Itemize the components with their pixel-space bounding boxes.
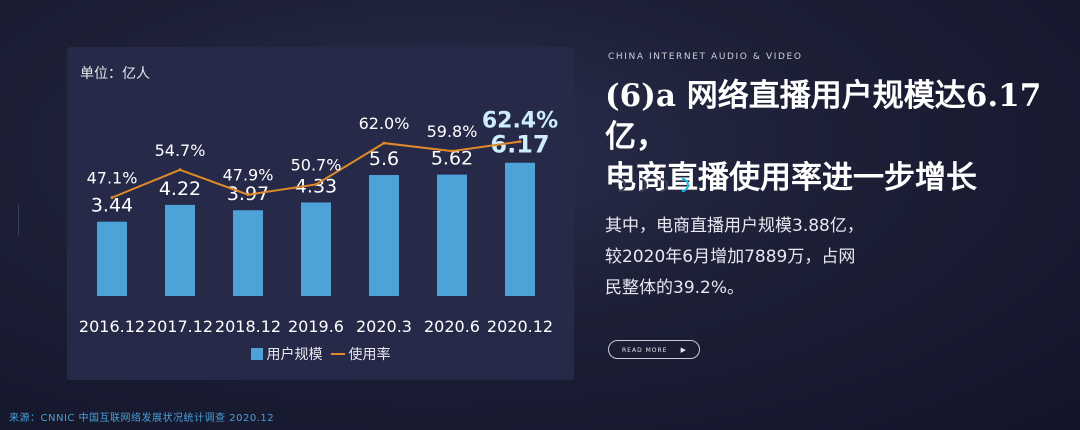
source-note: 来源：CNNIC 中国互联网络发展状况统计调查 2020.12 [9, 413, 275, 424]
headline: (6)a 网络直播用户规模达6.17亿， 电商直播使用率进一步增长 [605, 76, 1075, 199]
read-more-label: READ MORE [622, 347, 668, 354]
rate-point [450, 149, 454, 153]
bar-value-label: 4.33 [295, 175, 337, 197]
read-more-button[interactable]: READ MORE ▶ [608, 340, 700, 359]
pagination-dot[interactable] [609, 175, 629, 195]
bar-2020.6 [437, 174, 467, 296]
chart-svg: 3.442016.124.222017.123.972018.124.33201… [79, 109, 558, 336]
bar-value-label: 4.22 [159, 178, 201, 200]
x-tick-label: 2019.6 [288, 317, 344, 336]
x-tick-label: 2017.12 [147, 317, 213, 336]
body-line-3: 民整体的39.2%。 [605, 278, 745, 298]
pagination-dot[interactable] [651, 175, 671, 195]
rate-value-label: 62.4% [482, 109, 558, 134]
bar-value-label: 3.44 [91, 195, 133, 217]
rate-value-label: 47.9% [223, 166, 274, 185]
body-line-1: 其中，电商直播用户规模3.88亿， [605, 216, 864, 236]
body-line-2: 较2020年6月增加7889万，占网 [605, 247, 856, 267]
bar-2018.12 [233, 210, 263, 296]
rate-value-label: 54.7% [155, 141, 206, 160]
x-tick-label: 2018.12 [215, 317, 281, 336]
bar-2020.12 [505, 162, 535, 296]
x-tick-label: 2016.12 [79, 317, 145, 336]
rate-value-label: 50.7% [291, 155, 342, 174]
bar-2019.6 [301, 202, 331, 296]
bar-2017.12 [165, 204, 195, 296]
x-tick-label: 2020.12 [487, 317, 553, 336]
x-tick-label: 2020.6 [424, 317, 480, 336]
headline-line-2: 电商直播使用率进一步增长 [605, 160, 977, 196]
rate-value-label: 59.8% [427, 122, 478, 141]
rate-point [518, 140, 522, 144]
chart-panel: 单位：亿人 3.44 2016.12 4.22 2017.12 3.97 2018.12 4… [67, 47, 574, 380]
pagination-dot[interactable] [630, 175, 650, 195]
headline-line-1: (6)a 网络直播用户规模达6.17亿， [605, 78, 1042, 155]
pagination-dots [609, 175, 696, 196]
pagination-dot-active[interactable] [672, 175, 692, 195]
rate-point [382, 141, 386, 145]
bar-value-label: 5.62 [431, 148, 473, 170]
legend-line-swatch [330, 353, 345, 355]
rate-point [246, 193, 250, 197]
rate-value-label: 47.1% [87, 169, 138, 188]
bar-value-label: 5.6 [369, 148, 399, 170]
body-text: 其中，电商直播用户规模3.88亿， 较2020年6月增加7889万，占网 民整体… [605, 211, 935, 304]
bar-2020.3 [369, 175, 399, 296]
bar-2016.12 [97, 221, 127, 296]
rate-point [314, 182, 318, 186]
legend-bar-swatch [250, 348, 263, 360]
rate-point [178, 168, 182, 172]
legend-line-label: 使用率 [348, 347, 391, 363]
play-arrow-icon: ▶ [680, 346, 687, 354]
x-tick-label: 2020.3 [356, 317, 412, 336]
legend-bar-label: 用户规模 [266, 347, 323, 363]
chart-legend: 用户规模 使用率 [67, 344, 574, 364]
unit-label: 单位：亿人 [80, 66, 150, 82]
rate-value-label: 62.0% [359, 114, 410, 133]
kicker-text: CHINA INTERNET AUDIO & VIDEO [608, 52, 803, 62]
side-mark [18, 205, 27, 235]
rate-point [110, 196, 114, 200]
